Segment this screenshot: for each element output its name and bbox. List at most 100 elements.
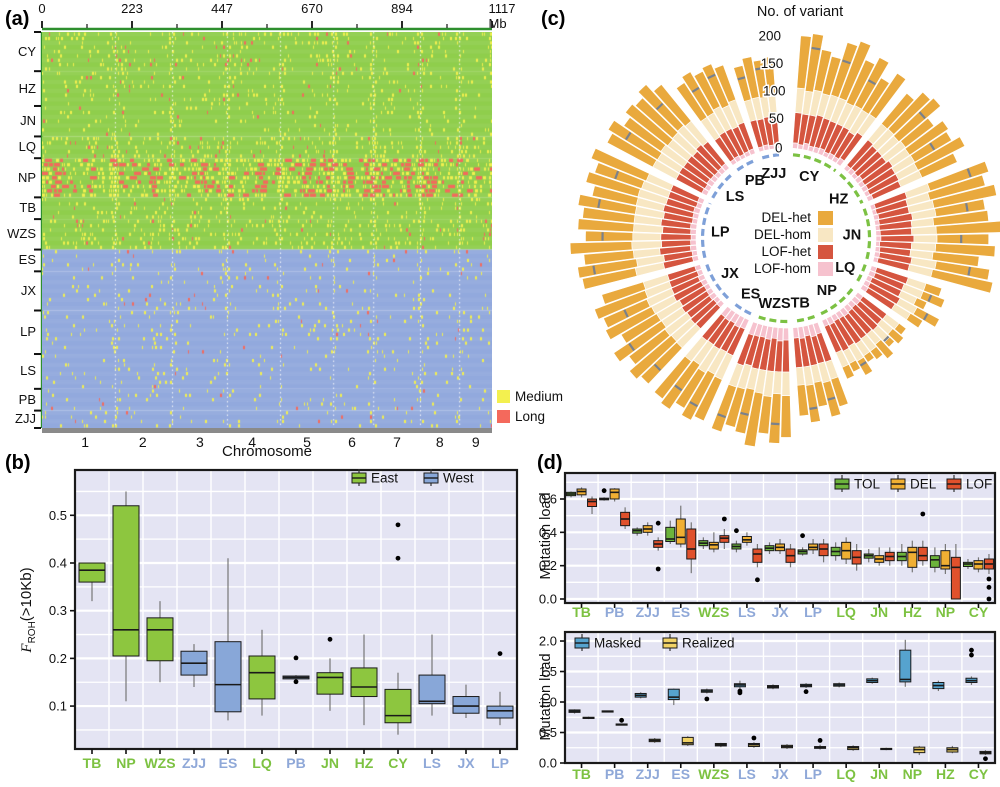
x-pop-label: LP xyxy=(491,755,509,771)
x-pop-label: PB xyxy=(605,766,624,782)
box xyxy=(146,617,174,662)
box xyxy=(418,674,446,705)
chromosome-tick-label: 2 xyxy=(138,434,147,450)
c-gray-tick xyxy=(811,46,821,51)
box xyxy=(708,541,719,550)
c-bar-segment xyxy=(585,171,641,198)
c-pop-label: LP xyxy=(711,225,730,241)
outlier-dot xyxy=(817,738,823,743)
box xyxy=(214,641,242,713)
c-bar-segment xyxy=(904,120,949,156)
chromosome-tick-label: 7 xyxy=(393,434,401,450)
heatmap-population-label: WZS xyxy=(7,226,36,242)
panel-c-legend: DEL-het DEL-hom LOF-het LOF-hom xyxy=(733,209,833,277)
x-pop-label: ES xyxy=(671,766,690,782)
y-tick-label: 1.0 xyxy=(539,695,557,710)
x-pop-label: LS xyxy=(423,755,441,771)
heatmap-population-label: JX xyxy=(20,282,36,298)
x-pop-label: LS xyxy=(738,604,756,620)
c-group-arc xyxy=(704,262,730,300)
y-tick-label: 0.3 xyxy=(49,603,67,618)
x-pop-label: NP xyxy=(936,604,955,620)
x-pop-label: JN xyxy=(870,766,888,782)
outlier-dot xyxy=(395,555,401,561)
panel-b-label: (b) xyxy=(5,452,31,474)
panel-c-legend-item: DEL-hom xyxy=(733,226,833,243)
c-gray-tick xyxy=(755,67,764,71)
c-bar-segment xyxy=(594,290,649,320)
c-pop-label: TB xyxy=(791,295,810,311)
heatmap-population-label: PB xyxy=(18,391,36,407)
panel-a-xaxis-title: Chromosome xyxy=(221,443,313,460)
box xyxy=(940,550,951,570)
c-gray-tick xyxy=(597,199,601,208)
c-group-arc xyxy=(731,300,752,316)
c-bar-segment xyxy=(762,56,776,97)
box xyxy=(78,562,106,583)
x-pop-label: TB xyxy=(572,766,591,782)
outlier-dot xyxy=(969,647,974,653)
panel-d-label: (d) xyxy=(537,452,563,474)
box xyxy=(248,655,276,700)
c-bar-segment xyxy=(927,160,990,192)
c-bar-segment xyxy=(887,328,905,345)
x-pop-label: JX xyxy=(771,766,789,782)
chromosome-tick-label: 8 xyxy=(435,434,444,450)
box xyxy=(752,548,763,563)
c-bar-segment xyxy=(875,241,881,247)
c-group-arc xyxy=(819,288,854,316)
box xyxy=(907,546,918,568)
c-bar-segment xyxy=(624,103,674,147)
x-pop-label: JX xyxy=(457,755,475,771)
c-gray-tick xyxy=(691,86,700,93)
c-gray-tick xyxy=(674,384,683,392)
legend-label: DEL-hom xyxy=(753,227,811,242)
c-bar-segment xyxy=(689,244,698,252)
legend-swatch-icon xyxy=(818,210,833,225)
c-group-arc xyxy=(862,208,872,260)
c-bar-segment xyxy=(690,228,697,235)
box-legend-item: Realized xyxy=(662,634,735,651)
c-axis-tick-label: 200 xyxy=(759,29,782,44)
c-bar-segment xyxy=(923,282,943,297)
c-population-group xyxy=(569,147,705,290)
mb-tick-label: 894 xyxy=(391,1,413,16)
c-bar-segment xyxy=(591,185,639,206)
panel-d-top-plot: 0.0 0.2 0.4 0.6 TB PB ZJJ ES WZS LS JX LP LQ JN HZ NP CY… xyxy=(539,471,997,620)
c-bar-segment xyxy=(930,269,994,294)
c-bar-segment xyxy=(830,42,858,98)
panel-c-legend-item: LOF-hom xyxy=(733,260,833,277)
x-pop-label: WZS xyxy=(698,766,729,782)
legend-label: Masked xyxy=(594,636,641,651)
c-bar-segment xyxy=(792,326,800,339)
c-bar-segment xyxy=(821,55,842,97)
c-bar-segment xyxy=(856,356,874,376)
c-bar-segment xyxy=(743,391,764,448)
c-bar-segment xyxy=(640,341,683,385)
c-bar-segment xyxy=(796,35,812,90)
c-bar-segment xyxy=(841,363,855,380)
x-pop-label: TB xyxy=(572,604,591,620)
c-bar-segment xyxy=(913,136,966,171)
legend-label: LOF-hom xyxy=(753,261,811,276)
c-bar-segment xyxy=(690,239,697,246)
box xyxy=(899,649,912,683)
panel-b-plot: 0.1 0.2 0.3 0.4 0.5 TB NP WZS ZJJ ES LQ PB JN HZ CY LS J… xyxy=(49,468,519,771)
x-pop-label: LQ xyxy=(252,755,272,771)
y-tick-label: 0.0 xyxy=(539,756,557,771)
outlier-dot xyxy=(803,689,809,695)
c-pop-label: WZS xyxy=(758,296,791,312)
x-pop-label: LQ xyxy=(836,604,856,620)
c-group-arc xyxy=(792,153,837,173)
c-bar-segment xyxy=(620,313,662,344)
chromosome-tick-label: 1 xyxy=(81,434,90,450)
x-pop-label: NP xyxy=(116,755,135,771)
outlier-dot xyxy=(497,651,503,657)
outlier-dot xyxy=(800,533,805,539)
c-bar-segment xyxy=(782,327,790,341)
panel-a-label: (a) xyxy=(5,8,30,30)
legend-label: LOF xyxy=(966,477,992,492)
c-population-group xyxy=(675,63,756,166)
outlier-dot xyxy=(986,584,992,590)
